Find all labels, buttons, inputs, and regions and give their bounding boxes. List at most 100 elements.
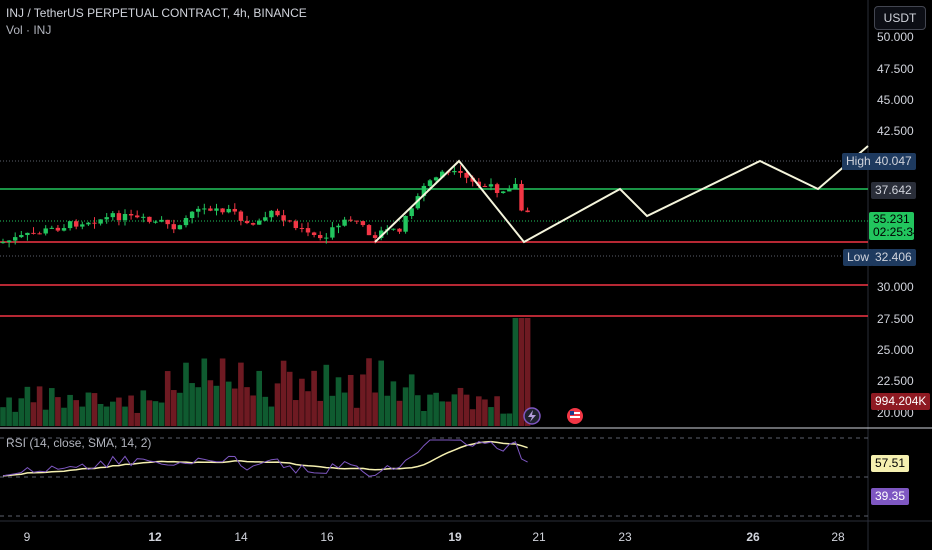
volume-bar — [73, 400, 79, 426]
candle-body — [98, 219, 103, 224]
volume-bar — [378, 360, 384, 426]
volume-bar — [219, 358, 226, 426]
volume-bar — [305, 391, 311, 426]
volume-bar — [293, 400, 299, 426]
candle-body — [80, 224, 85, 227]
volume-bar — [439, 401, 445, 426]
candle-body — [311, 232, 317, 235]
time-tick: 23 — [618, 530, 632, 544]
time-axis[interactable]: 9 12 14 16 19 21 23 26 28 — [24, 530, 845, 544]
candle-body — [196, 208, 201, 212]
candle-body — [159, 219, 164, 222]
candle-body — [519, 183, 524, 211]
candle-body — [360, 221, 366, 226]
volume-indicator-label[interactable]: Vol · INJ — [6, 23, 52, 37]
volume-bar — [201, 358, 208, 426]
lightning-icon[interactable] — [523, 407, 541, 425]
volume-value-tag: 994.204K — [871, 393, 931, 410]
candle-body — [318, 234, 323, 239]
time-tick: 21 — [532, 530, 546, 544]
volume-bar — [116, 397, 122, 426]
volume-bar — [396, 400, 403, 426]
candle-body — [342, 219, 347, 226]
volume-bar — [225, 381, 232, 426]
candle-body — [488, 184, 494, 187]
volume-bar — [177, 392, 183, 426]
candle-body — [92, 222, 97, 224]
candle-body — [336, 225, 341, 228]
level-value-tag: 37.642 — [871, 182, 916, 199]
candle-body — [421, 185, 427, 197]
candle-body — [281, 215, 286, 221]
volume-bar — [329, 395, 336, 426]
us-flag-icon[interactable] — [567, 408, 583, 424]
time-tick: 28 — [831, 530, 845, 544]
volume-bar — [445, 401, 452, 426]
volume-bar — [122, 406, 128, 426]
time-tick: 26 — [746, 530, 760, 544]
candle-body — [348, 219, 353, 221]
volume-bar — [323, 364, 330, 426]
candle-body — [452, 171, 457, 173]
candle-body — [116, 213, 122, 221]
price-tick: 22.500 — [877, 374, 914, 388]
volume-bar — [55, 397, 61, 426]
candle-body — [183, 218, 189, 226]
candle-body — [324, 237, 329, 239]
volume-bar — [103, 406, 110, 426]
rsi-indicator-label[interactable]: RSI (14, close, SMA, 14, 2) — [6, 436, 152, 450]
symbol-title[interactable]: INJ / TetherUS PERPETUAL CONTRACT, 4h, B… — [6, 6, 307, 20]
volume-bar — [18, 398, 25, 426]
price-tick: 25.000 — [877, 343, 914, 357]
volume-bar — [79, 406, 86, 426]
candle-body — [31, 232, 36, 234]
candle-body — [171, 224, 176, 230]
candle-body — [135, 215, 140, 218]
candle-body — [214, 208, 219, 211]
candle-body — [366, 225, 372, 236]
volume-bar — [451, 394, 458, 426]
time-tick: 14 — [234, 530, 248, 544]
candle-body — [202, 208, 207, 210]
volume-bar — [6, 397, 12, 426]
candle-body — [226, 208, 231, 213]
volume-bar — [457, 387, 464, 426]
price-tick: 47.500 — [877, 62, 914, 76]
candle-body — [0, 242, 6, 244]
volume-bar — [49, 388, 55, 426]
volume-bar — [24, 386, 31, 426]
candle-body — [275, 210, 280, 216]
volume-bar — [311, 370, 317, 426]
rsi-ma-value-tag: 57.51 — [871, 455, 910, 472]
candle-body — [464, 172, 469, 178]
candle-body — [403, 215, 408, 232]
volume-bar — [476, 396, 482, 426]
volume-bar — [360, 374, 366, 426]
candle-body — [263, 217, 268, 221]
candle-body — [476, 181, 481, 186]
candle-body — [379, 230, 384, 238]
volume-bar — [494, 396, 500, 426]
price-tick: 27.500 — [877, 312, 914, 326]
candle-body — [244, 220, 250, 224]
projection-path[interactable] — [374, 145, 869, 244]
volume-bar — [524, 318, 531, 426]
currency-button[interactable]: USDT — [874, 6, 926, 30]
volume-bar — [512, 318, 519, 426]
volume-bar — [299, 378, 305, 426]
volume-bar — [341, 392, 348, 426]
candle-body — [257, 220, 262, 225]
volume-bar — [372, 392, 378, 426]
low-value-tag: 32.406 — [871, 249, 916, 266]
candle-body — [482, 185, 488, 187]
volume-bar — [128, 395, 134, 426]
candle-body — [49, 227, 54, 229]
candle-body — [110, 213, 115, 218]
candle-body — [37, 233, 42, 235]
volume-bar — [232, 388, 238, 426]
volume-bar — [347, 374, 354, 426]
volume-bar — [67, 394, 73, 426]
candle-body — [165, 219, 170, 225]
volume-bar — [30, 402, 37, 426]
